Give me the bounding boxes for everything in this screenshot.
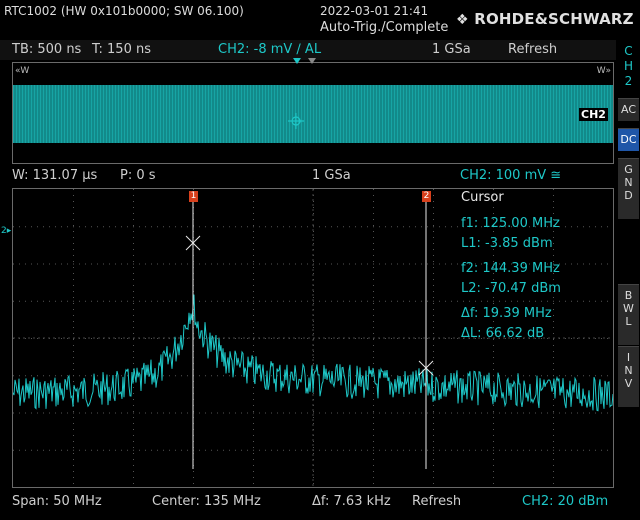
sample-rate: 1 GSa bbox=[432, 42, 471, 57]
cursor-title: Cursor bbox=[461, 190, 504, 205]
rs-logo-icon: ❖ bbox=[456, 12, 469, 28]
bwl-button[interactable]: B W L bbox=[618, 284, 639, 345]
overview-waveform[interactable]: «W W» CH2 bbox=[12, 62, 614, 164]
trigger-position-marker-icon[interactable] bbox=[293, 58, 301, 64]
timebase[interactable]: TB: 500 ns bbox=[12, 42, 82, 57]
resolution-value[interactable]: Δf: 7.63 kHz bbox=[312, 494, 391, 509]
cursor-f2: f2: 144.39 MHz bbox=[461, 261, 560, 276]
fft-spectrum-area[interactable]: 1 2 bbox=[12, 188, 614, 488]
invert-button[interactable]: I N V bbox=[618, 346, 639, 407]
bottom-bar: Span: 50 MHz Center: 135 MHz Δf: 7.63 kH… bbox=[0, 492, 616, 514]
acquire-mode[interactable]: Refresh bbox=[508, 42, 558, 57]
spectrum-svg bbox=[13, 189, 613, 487]
cursor-f1: f1: 125.00 MHz bbox=[461, 216, 560, 231]
overview-channel-tag: CH2 bbox=[579, 108, 608, 121]
spectrum-trace bbox=[13, 294, 613, 412]
span-value[interactable]: Span: 50 MHz bbox=[12, 494, 102, 509]
fft-info-bar: W: 131.07 µs P: 0 s 1 GSa CH2: 100 mV ≅ bbox=[0, 166, 616, 186]
overview-left-marker: «W bbox=[15, 66, 30, 76]
fft-window[interactable]: W: 131.07 µs bbox=[12, 168, 98, 183]
cursor-2-tag[interactable]: 2 bbox=[422, 191, 431, 202]
dc-coupling-button[interactable]: DC bbox=[618, 128, 639, 151]
cursor-cross-1 bbox=[185, 235, 201, 251]
gnd-button[interactable]: G N D bbox=[618, 158, 639, 219]
channel-2-offset-icon[interactable]: 2▸ bbox=[1, 226, 12, 236]
trigger-point-marker-icon[interactable] bbox=[308, 58, 316, 64]
info-bar: TB: 500 ns T: 150 ns CH2: -8 mV ∕ AL 1 G… bbox=[0, 40, 616, 60]
cursor-l2: L2: -70.47 dBm bbox=[461, 281, 561, 296]
cursor-l1: L1: -3.85 dBm bbox=[461, 236, 553, 251]
brand-logo: ❖ ROHDE&SCHWARZ bbox=[456, 10, 634, 28]
trigger-time[interactable]: T: 150 ns bbox=[92, 42, 151, 57]
ac-coupling-button[interactable]: AC bbox=[618, 98, 639, 121]
fft-sample-rate: 1 GSa bbox=[312, 168, 351, 183]
overview-cursor bbox=[288, 113, 304, 129]
trigger-setting[interactable]: CH2: -8 mV ∕ AL bbox=[218, 42, 322, 57]
fft-position[interactable]: P: 0 s bbox=[120, 168, 156, 183]
channel-side-panel: C H 2 AC DC G N D B W L I N V bbox=[617, 40, 640, 520]
fft-scale[interactable]: CH2: 100 mV ≅ bbox=[460, 168, 562, 183]
device-info: RTC1002 (HW 0x101b0000; SW 06.100) bbox=[4, 4, 244, 18]
overview-signal-band bbox=[13, 85, 613, 143]
overview-svg bbox=[13, 85, 613, 143]
cursor-delta-l: ΔL: 66.62 dB bbox=[461, 326, 545, 341]
acquisition-status: Auto-Trig./Complete bbox=[320, 20, 449, 35]
cursor-1-tag[interactable]: 1 bbox=[189, 191, 198, 202]
cursor-delta-f: Δf: 19.39 MHz bbox=[461, 306, 552, 321]
overview-right-marker: W» bbox=[596, 66, 611, 76]
center-value[interactable]: Center: 135 MHz bbox=[152, 494, 261, 509]
fft-level-scale[interactable]: CH2: 20 dBm bbox=[522, 494, 609, 509]
cursor-cross-2 bbox=[418, 360, 434, 376]
side-channel-label: C H 2 bbox=[618, 44, 639, 94]
brand-text: ROHDE&SCHWARZ bbox=[474, 10, 634, 28]
datetime: 2022-03-01 21:41 bbox=[320, 4, 429, 18]
fft-mode[interactable]: Refresh bbox=[412, 494, 462, 509]
